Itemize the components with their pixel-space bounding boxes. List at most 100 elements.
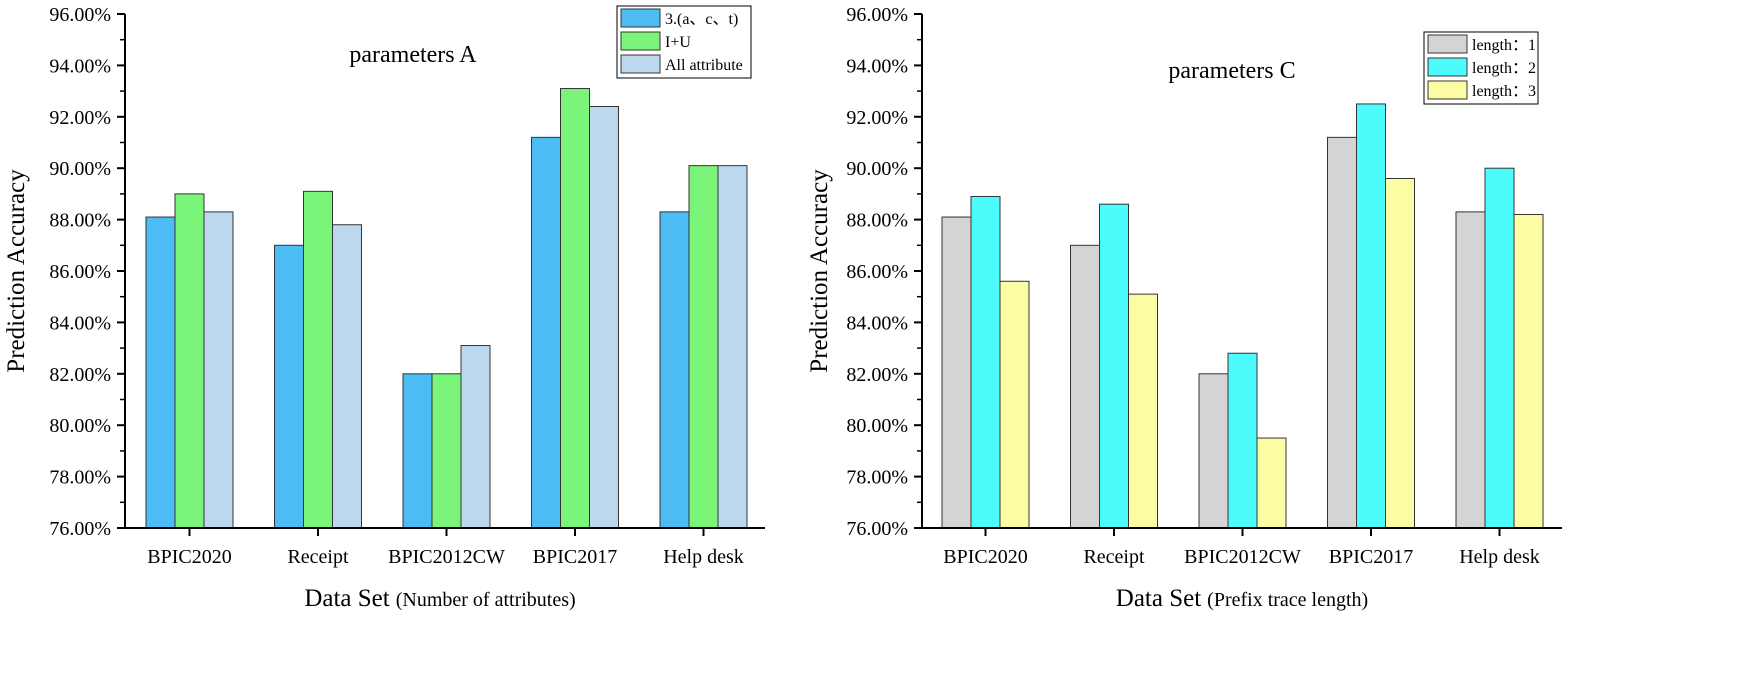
bar [460,345,491,529]
legend-label: length：3 [1472,83,1536,100]
y-tick-label: 84.00% [49,312,111,334]
y-tick-label: 94.00% [49,55,111,77]
x-tick-label: BPIC2020 [943,546,1027,568]
x-tick-label: Receipt [1083,546,1145,568]
bar [1385,177,1415,529]
x-ticks: BPIC2020 Receipt BPIC2012CW BPIC2017 Hel… [943,546,1540,568]
bar [999,280,1030,529]
chart-title: parameters C [1168,58,1295,84]
y-tick-label: 76.00% [846,518,908,540]
bar [941,216,972,529]
legend-swatch [1427,57,1468,77]
x-tick-label: BPIC2017 [1329,546,1413,568]
bars-group [941,103,1544,529]
y-ticks: 76.00% 78.00% 80.00% 82.00% 84.00% 86.00… [846,4,908,540]
bar [560,88,590,529]
bar [402,373,433,529]
x-axis-label-note: (Prefix trace length) [1207,589,1368,611]
bar [688,165,719,529]
y-tick-label: 90.00% [49,158,111,180]
x-axis-label: Data Set (Prefix trace length) [1116,585,1368,612]
bar [1070,244,1100,529]
y-tick-label: 92.00% [846,107,908,129]
y-tick-label: 82.00% [49,364,111,386]
bar [274,244,304,529]
y-tick-label: 96.00% [846,4,908,26]
bar [1227,352,1258,529]
legend-item: length：1 [1427,34,1536,54]
bar [659,211,690,529]
y-tick-label: 76.00% [49,518,111,540]
legend-label: length：1 [1472,37,1536,54]
y-axis-label: Prediction Accuracy [806,169,833,373]
y-tick-label: 80.00% [846,415,908,437]
bar [1128,293,1158,529]
y-tick-label: 88.00% [846,210,908,232]
x-tick-label: Help desk [1459,546,1540,568]
y-tick-label: 86.00% [49,261,111,283]
bar [303,190,333,529]
y-tick-label: 86.00% [846,261,908,283]
bar [1256,437,1287,529]
x-tick-label: Receipt [287,546,349,568]
bar [589,106,619,529]
x-axis-label: Data Set (Number of attributes) [304,585,575,612]
legend: 3.(a、c、t) I+U All attribute [616,5,752,79]
x-tick-label: BPIC2017 [533,546,617,568]
chart-parameters-c: 76.00% 78.00% 80.00% 82.00% 84.00% 86.00… [806,4,1562,612]
bar [1198,373,1229,529]
chart-title: parameters A [349,42,477,68]
bars-group [145,88,748,529]
legend-label: 3.(a、c、t) [665,11,738,28]
y-tick-label: 96.00% [49,4,111,26]
x-axis-label-note: (Number of attributes) [396,589,576,611]
y-axis-label: Prediction Accuracy [3,169,30,373]
legend-item: All attribute [620,54,743,74]
legend-item: length：3 [1427,80,1536,100]
bar [531,136,561,529]
legend-item: I+U [620,31,691,51]
y-tick-label: 90.00% [846,158,908,180]
y-tick-label: 80.00% [49,415,111,437]
x-axis-label-main: Data Set [1116,585,1201,612]
y-tick-label: 84.00% [846,312,908,334]
legend-label: All attribute [665,57,743,74]
y-tick-label: 82.00% [846,364,908,386]
chart-parameters-a: 76.00% 78.00% 80.00% 82.00% 84.00% 86.00… [3,4,765,612]
legend-swatch [620,31,661,51]
legend-swatch [620,8,661,28]
legend-label: I+U [665,34,691,51]
bar [717,165,748,529]
bar [1484,167,1515,529]
y-tick-label: 94.00% [846,55,908,77]
y-tick-label: 78.00% [846,467,908,489]
x-axis-label-main: Data Set [304,585,389,612]
bar [145,216,176,529]
bar [1327,136,1357,529]
x-tick-label: BPIC2020 [147,546,231,568]
legend: length：1 length：2 length：3 [1423,31,1539,105]
y-tick-label: 78.00% [49,467,111,489]
bar [1455,211,1486,529]
bar [1099,203,1129,529]
bar [1513,213,1544,529]
y-ticks: 76.00% 78.00% 80.00% 82.00% 84.00% 86.00… [49,4,111,540]
legend-swatch [620,54,661,74]
y-tick-label: 92.00% [49,107,111,129]
axes-group [914,13,1562,536]
bar [332,224,362,529]
legend-item: 3.(a、c、t) [620,8,738,28]
bar [203,211,234,529]
axes-group [117,13,765,536]
x-tick-label: BPIC2012CW [1184,546,1301,568]
x-tick-label: BPIC2012CW [388,546,505,568]
bar [1356,103,1386,529]
bar [174,193,205,529]
y-tick-label: 88.00% [49,210,111,232]
x-tick-label: Help desk [663,546,744,568]
legend-swatch [1427,80,1468,100]
legend-item: length：2 [1427,57,1536,77]
bar [431,373,462,529]
legend-label: length：2 [1472,60,1536,77]
